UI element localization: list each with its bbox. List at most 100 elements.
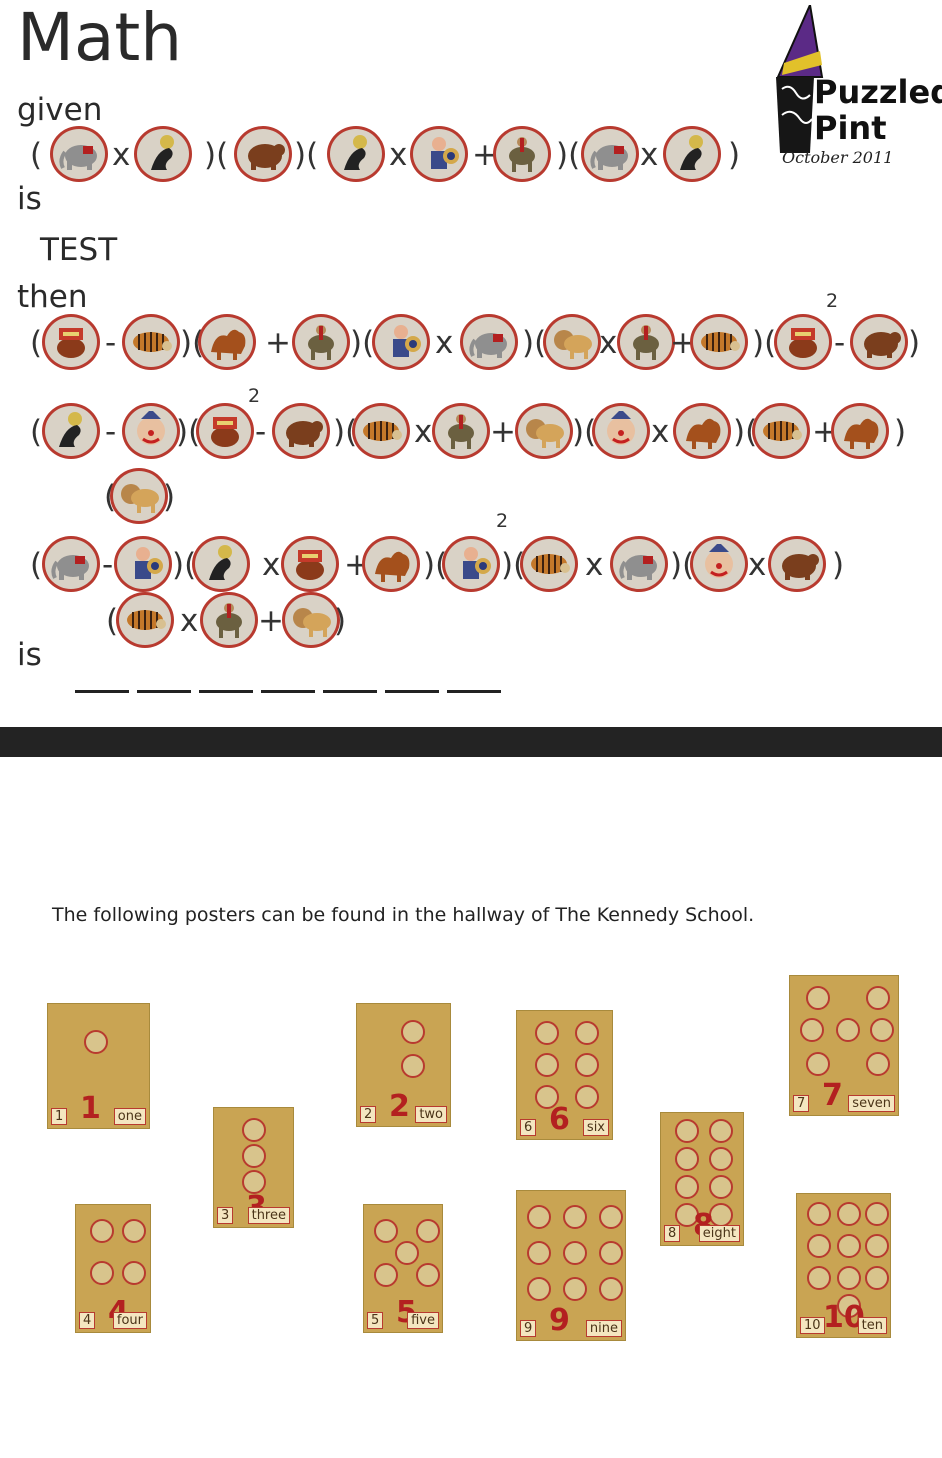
- poster-animal-icon: [675, 1147, 699, 1171]
- poster-big-number: 2: [389, 1089, 410, 1124]
- answer-blank[interactable]: [385, 690, 439, 693]
- poster-animal-icon: [575, 1085, 599, 1109]
- poster-number-word: five: [407, 1312, 439, 1329]
- poster-animal-icon: [84, 1030, 108, 1054]
- poster-two: 2 2 two: [357, 1004, 450, 1126]
- operator-close: ): [334, 603, 347, 639]
- answer-blanks: [75, 690, 505, 696]
- bear-icon: [272, 403, 330, 459]
- poster-animal-icon: [870, 1018, 894, 1042]
- poster-animal-icon: [807, 1266, 831, 1290]
- poster-animal-icon: [563, 1277, 587, 1301]
- poster-six: 6 6 six: [517, 1011, 612, 1139]
- poster-animal-icon: [836, 1018, 860, 1042]
- poster-animal-icon: [563, 1205, 587, 1229]
- poster-number-box: 5: [367, 1312, 384, 1329]
- answer-blank[interactable]: [447, 690, 501, 693]
- lion-icon: [110, 468, 168, 524]
- poster-number-word: eight: [698, 1225, 740, 1242]
- operator-close: ): [908, 325, 921, 361]
- tiger-icon: [352, 403, 410, 459]
- operator-x: x: [585, 547, 604, 583]
- operator-x: x: [262, 547, 281, 583]
- operator-minus: -: [105, 325, 117, 361]
- operator-open: (: [30, 325, 43, 361]
- answer-blank[interactable]: [323, 690, 377, 693]
- logo-date: October 2011: [782, 148, 894, 167]
- operator-x: x: [180, 603, 199, 639]
- poster-animal-icon: [527, 1205, 551, 1229]
- elephant-icon: [42, 536, 100, 592]
- poster-number-box: 8: [664, 1225, 681, 1242]
- operator-open: (: [30, 547, 43, 583]
- poster-number-box: 7: [793, 1095, 810, 1112]
- poster-animal-icon: [865, 1202, 889, 1226]
- seal-icon: [192, 536, 250, 592]
- label-test: TEST: [40, 232, 118, 268]
- operator-x: x: [651, 414, 670, 450]
- operator-x: x: [414, 414, 433, 450]
- bear-icon: [768, 536, 826, 592]
- poster-animal-icon: [242, 1170, 266, 1194]
- clown-icon: [592, 403, 650, 459]
- logo-word-pint: Pint: [814, 109, 887, 147]
- answer-blank[interactable]: [137, 690, 191, 693]
- elephant-icon: [50, 126, 108, 182]
- poster-one: 1 1 one: [48, 1004, 149, 1128]
- poster-number-word: one: [113, 1108, 146, 1125]
- poster-animal-icon: [599, 1241, 623, 1265]
- lion-icon: [543, 314, 601, 370]
- poster-animal-icon: [709, 1175, 733, 1199]
- elephant-icon: [460, 314, 518, 370]
- poster-big-number: 7: [822, 1078, 843, 1113]
- page-title: Math: [17, 0, 183, 76]
- operator-x: x: [112, 137, 131, 173]
- answer-blank[interactable]: [261, 690, 315, 693]
- poster-animal-icon: [416, 1263, 440, 1287]
- musician-icon: [372, 314, 430, 370]
- operator-close: ): [894, 414, 907, 450]
- operator-minus: -: [102, 547, 114, 583]
- poster-animal-icon: [806, 1052, 830, 1076]
- poster-number-box: 10: [800, 1317, 825, 1334]
- operator-open: (: [30, 414, 43, 450]
- poster-animal-icon: [675, 1175, 699, 1199]
- tiger-icon: [752, 403, 810, 459]
- poster-animal-icon: [535, 1085, 559, 1109]
- poster-seven: 7 7 seven: [790, 976, 898, 1115]
- tiger-icon: [520, 536, 578, 592]
- donkey-icon: [200, 592, 258, 648]
- poster-animal-icon: [535, 1053, 559, 1077]
- operator-x: x: [435, 325, 454, 361]
- camel-icon: [673, 403, 731, 459]
- answer-blank[interactable]: [199, 690, 253, 693]
- poster-number-word: six: [582, 1119, 609, 1136]
- seal-icon: [134, 126, 192, 182]
- camel-icon: [362, 536, 420, 592]
- answer-blank[interactable]: [75, 690, 129, 693]
- poster-four: 44four: [76, 1205, 150, 1332]
- musician-icon: [114, 536, 172, 592]
- poster-animal-icon: [122, 1261, 146, 1285]
- poster-ten: 10 10 ten: [797, 1194, 890, 1337]
- operator-close_open: )(: [350, 325, 375, 361]
- poster-animal-icon: [374, 1263, 398, 1287]
- seal-icon: [327, 126, 385, 182]
- operator-x: x: [748, 547, 767, 583]
- poster-animal-icon: [807, 1202, 831, 1226]
- poster-animal-icon: [837, 1202, 861, 1226]
- camel-icon: [198, 314, 256, 370]
- seal-icon: [663, 126, 721, 182]
- poster-animal-icon: [416, 1219, 440, 1243]
- operator-open: (: [106, 603, 119, 639]
- poster-animal-icon: [395, 1241, 419, 1265]
- poster-number-word: two: [415, 1106, 447, 1123]
- pint-glass-icon: [776, 77, 814, 153]
- operator-minus: -: [834, 325, 846, 361]
- poster-animal-icon: [535, 1021, 559, 1045]
- puzzled-pint-logo: Puzzled Pint October 2011: [770, 5, 942, 170]
- clown-icon: [690, 536, 748, 592]
- poster-number-word: four: [112, 1312, 147, 1329]
- operator-close_open: )(: [522, 325, 547, 361]
- poster-animal-icon: [527, 1241, 551, 1265]
